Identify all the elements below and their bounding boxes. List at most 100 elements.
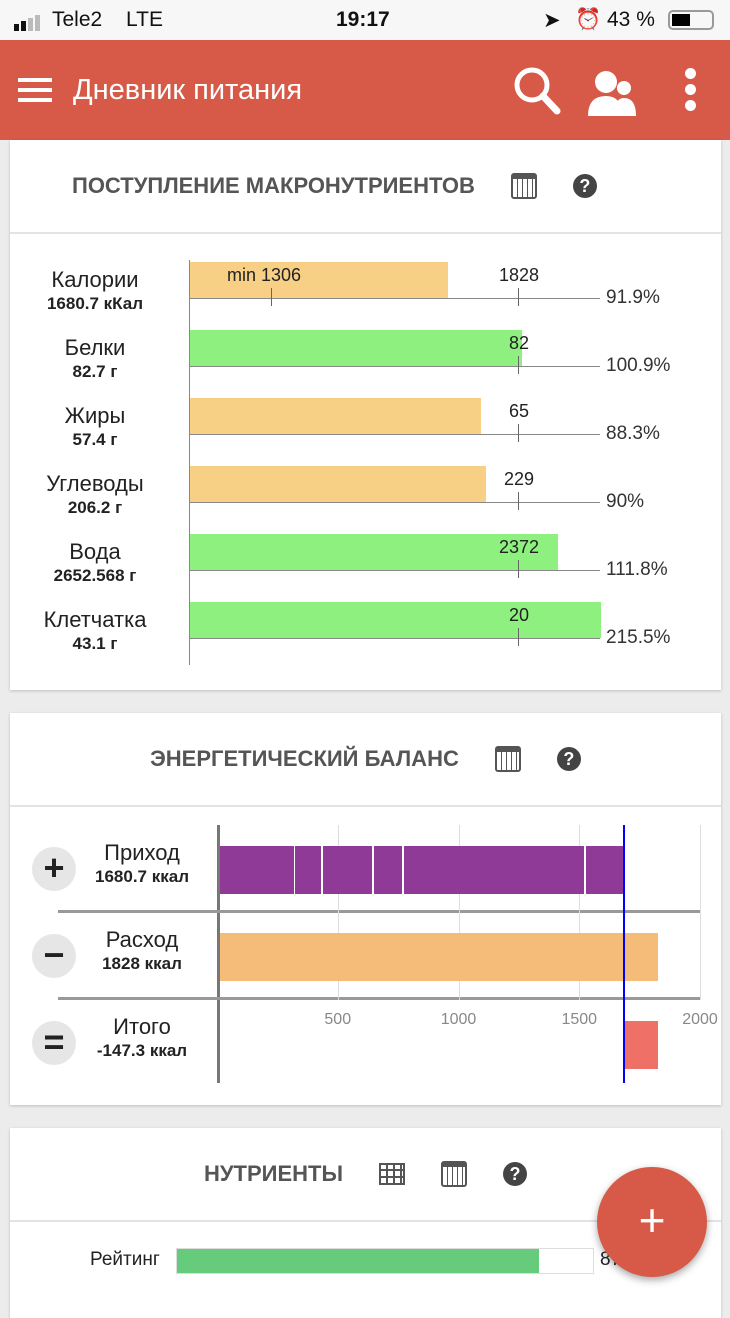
- macro-row-label: Жиры 57.4 г: [10, 404, 180, 452]
- percent-value: 88.3%: [606, 423, 660, 444]
- add-button[interactable]: +: [597, 1167, 707, 1277]
- grid-line: [700, 825, 701, 1000]
- row-value: -147.3 ккал: [96, 1041, 188, 1060]
- intake-line: [622, 825, 625, 1083]
- card-header: НУТРИЕНТЫ ?: [10, 1128, 721, 1222]
- x-tick-label: 500: [324, 1011, 352, 1028]
- calendar-icon[interactable]: [441, 1161, 468, 1187]
- battery-text: 43 %: [607, 8, 655, 31]
- target-tick: [518, 560, 519, 578]
- nutrient-value: 1680.7 кКал: [46, 294, 144, 313]
- macro-row-label: Углеводы 206.2 г: [10, 472, 180, 520]
- nutrient-name: Белки: [64, 335, 126, 360]
- location-icon: ➤: [543, 9, 561, 32]
- carrier: Tele2: [52, 8, 103, 31]
- macro-bar: [190, 534, 558, 570]
- sign-plus-icon: +: [32, 847, 76, 891]
- x-tick-label: 1000: [440, 1011, 477, 1028]
- row-name: Приход: [104, 840, 180, 865]
- baseline: [189, 638, 600, 639]
- sign-equals-icon: =: [32, 1021, 76, 1065]
- menu-icon[interactable]: [18, 78, 52, 102]
- target-tick: [518, 288, 519, 306]
- intake-segment: [295, 846, 322, 894]
- nutrient-name: Жиры: [64, 403, 126, 428]
- status-bar: Tele2 LTE 19:17 ➤ ⏰ 43 %: [0, 0, 730, 40]
- intake-segment: [220, 846, 295, 894]
- baseline: [189, 298, 600, 299]
- network: LTE: [126, 8, 163, 31]
- rating-label: Рейтинг: [90, 1249, 160, 1270]
- card-header: ПОСТУПЛЕНИЕ МАКРОНУТРИЕНТОВ ?: [10, 140, 721, 234]
- intake-segment: [403, 846, 585, 894]
- macro-bar: [190, 602, 601, 638]
- nutrient-name: Калории: [51, 267, 139, 292]
- baseline: [189, 366, 600, 367]
- x-tick-label: 1500: [561, 1011, 598, 1028]
- target-value: 82: [508, 333, 530, 353]
- percent-value: 91.9%: [606, 287, 660, 308]
- x-tick-label: 2000: [682, 1011, 718, 1028]
- y-axis: [217, 825, 220, 1083]
- card-title: НУТРИЕНТЫ: [203, 1161, 344, 1186]
- target-value: 65: [508, 401, 530, 421]
- help-icon[interactable]: ?: [572, 174, 597, 198]
- energy-row-label: Расход 1828 ккал: [72, 928, 212, 976]
- more-icon[interactable]: [685, 68, 697, 111]
- grid-line: [458, 825, 460, 1000]
- baseline: [189, 570, 600, 571]
- calendar-icon[interactable]: [510, 173, 537, 199]
- rating-fill: [177, 1249, 539, 1273]
- row-divider: [58, 997, 700, 1000]
- energy-row-label: Приход 1680.7 ккал: [72, 841, 212, 889]
- help-icon[interactable]: ?: [556, 747, 581, 771]
- y-axis: [189, 260, 190, 665]
- macro-bar: [190, 262, 448, 298]
- table-icon[interactable]: [379, 1163, 406, 1185]
- percent-value: 111.8%: [606, 559, 668, 580]
- row-name: Итого: [113, 1014, 171, 1039]
- macro-row-label: Калории 1680.7 кКал: [10, 268, 180, 316]
- nutrient-name: Клетчатка: [43, 607, 147, 632]
- rating-bar: [176, 1248, 594, 1274]
- row-value: 1828 ккал: [102, 954, 182, 973]
- nutrient-name: Вода: [69, 539, 121, 564]
- macro-bar: [190, 330, 522, 366]
- target-value: 20: [508, 605, 530, 625]
- grid-line: [579, 825, 581, 1000]
- baseline: [189, 434, 600, 435]
- percent-value: 90%: [606, 491, 645, 512]
- macro-row-label: Белки 82.7 г: [10, 336, 180, 384]
- min-tick: [271, 288, 272, 306]
- baseline: [189, 502, 600, 503]
- target-value: 2372: [498, 537, 540, 557]
- calendar-icon[interactable]: [494, 746, 521, 772]
- expense-bar: [220, 933, 659, 981]
- macro-row-label: Клетчатка 43.1 г: [10, 608, 180, 656]
- macro-bar: [190, 398, 481, 434]
- card-title: ПОСТУПЛЕНИЕ МАКРОНУТРИЕНТОВ: [72, 173, 475, 198]
- intake-segment: [586, 846, 623, 894]
- macronutrients-card: ПОСТУПЛЕНИЕ МАКРОНУТРИЕНТОВ ? Калории 168…: [10, 140, 721, 690]
- percent-value: 100.9%: [606, 355, 671, 376]
- clock: 19:17: [336, 8, 390, 31]
- grid-line: [337, 825, 339, 1000]
- card-title: ЭНЕРГЕТИЧЕСКИЙ БАЛАНС: [150, 746, 459, 771]
- help-icon[interactable]: ?: [503, 1162, 528, 1186]
- macro-row-label: Вода 2652.568 г: [10, 540, 180, 588]
- app-bar: Дневник питания: [0, 40, 730, 140]
- target-tick: [518, 492, 519, 510]
- alarm-icon: ⏰: [575, 8, 602, 31]
- row-divider: [58, 910, 700, 913]
- signal-icon: [14, 13, 44, 37]
- target-tick: [518, 424, 519, 442]
- target-tick: [518, 628, 519, 646]
- min-label: min 1306: [227, 265, 302, 285]
- card-header: ЭНЕРГЕТИЧЕСКИЙ БАЛАНС ?: [10, 713, 721, 807]
- nutrient-value: 43.1 г: [72, 634, 118, 653]
- nutrient-value: 57.4 г: [72, 430, 118, 449]
- nutrient-value: 82.7 г: [72, 362, 118, 381]
- nutrient-value: 2652.568 г: [53, 566, 137, 585]
- search-icon[interactable]: [512, 65, 562, 117]
- users-icon[interactable]: [588, 66, 640, 116]
